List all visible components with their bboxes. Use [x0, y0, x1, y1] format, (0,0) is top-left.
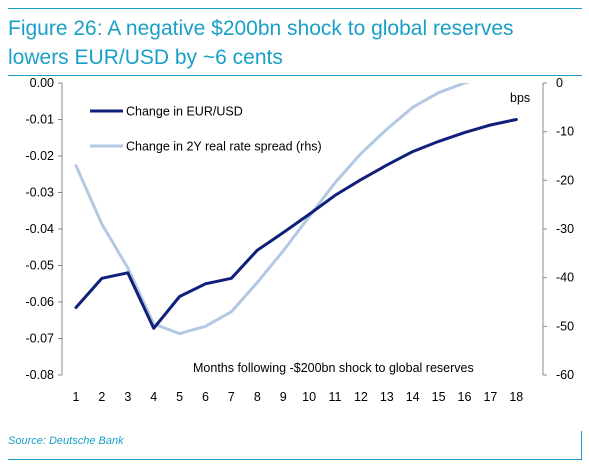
- legend: Change in EUR/USD Change in 2Y real rate …: [90, 105, 322, 154]
- x-tick-label: 16: [458, 390, 472, 404]
- x-tick-label: 4: [150, 390, 157, 404]
- left-tick-label: -0.05: [26, 259, 55, 273]
- title-rule: [8, 75, 582, 76]
- bottom-rule: [8, 459, 582, 460]
- x-tick-label: 13: [380, 390, 394, 404]
- x-tick-label: 8: [254, 390, 261, 404]
- right-tick-label: -40: [556, 271, 574, 285]
- x-tick-label: 6: [202, 390, 209, 404]
- right-axis-ticks: 0 -10 -20 -30 -40 -50 -60: [543, 76, 574, 382]
- left-tick-label: -0.08: [26, 368, 55, 382]
- right-tick-label: 0: [556, 76, 563, 90]
- right-tick-label: -20: [556, 173, 574, 187]
- chart: 0.00 -0.01 -0.02 -0.03 -0.04 -0.05 -0.06 -0.07 -…: [26, 76, 575, 404]
- source-note: Source: Deutsche Bank: [8, 435, 124, 447]
- x-axis-ticks: 1 2 3 4 5 6 7 8 9 10 11 12 13 14 15 16 17 18: [73, 390, 524, 404]
- left-tick-label: -0.01: [26, 113, 55, 127]
- bottom-rule-end: [581, 431, 582, 460]
- chart-axes: [61, 83, 544, 375]
- x-tick-label: 17: [483, 390, 497, 404]
- right-axis-unit: bps: [510, 91, 530, 105]
- rate-spread-line: [74, 83, 471, 336]
- right-tick-label: -60: [556, 368, 574, 382]
- x-tick-label: 2: [98, 390, 105, 404]
- left-tick-label: -0.03: [26, 186, 55, 200]
- legend-label: Change in 2Y real rate spread (rhs): [126, 140, 322, 154]
- figure-title: Figure 26: A negative $200bn shock to gl…: [8, 17, 514, 69]
- x-tick-label: 12: [354, 390, 368, 404]
- series-lines: [74, 83, 518, 336]
- left-tick-label: -0.06: [26, 295, 55, 309]
- left-axis-ticks: 0.00 -0.01 -0.02 -0.03 -0.04 -0.05 -0.06 -0.07 -…: [26, 76, 62, 382]
- x-tick-label: 18: [509, 390, 523, 404]
- x-tick-label: 10: [302, 390, 316, 404]
- left-tick-label: -0.04: [26, 222, 55, 236]
- x-tick-label: 14: [406, 390, 420, 404]
- eurusd-line: [74, 118, 518, 330]
- left-tick-label: -0.07: [26, 332, 55, 346]
- top-rule: [8, 8, 582, 9]
- x-tick-label: 15: [432, 390, 446, 404]
- x-tick-label: 3: [124, 390, 131, 404]
- x-tick-label: 5: [176, 390, 183, 404]
- right-tick-label: -50: [556, 319, 574, 333]
- right-tick-label: -10: [556, 125, 574, 139]
- x-tick-label: 7: [228, 390, 235, 404]
- x-tick-label: 9: [280, 390, 287, 404]
- legend-label: Change in EUR/USD: [126, 105, 243, 119]
- left-tick-label: 0.00: [30, 76, 54, 90]
- right-tick-label: -30: [556, 222, 574, 236]
- x-tick-label: 1: [73, 390, 80, 404]
- x-axis-label: Months following -$200bn shock to global…: [193, 361, 474, 375]
- left-tick-label: -0.02: [26, 149, 55, 163]
- x-tick-label: 11: [329, 390, 342, 404]
